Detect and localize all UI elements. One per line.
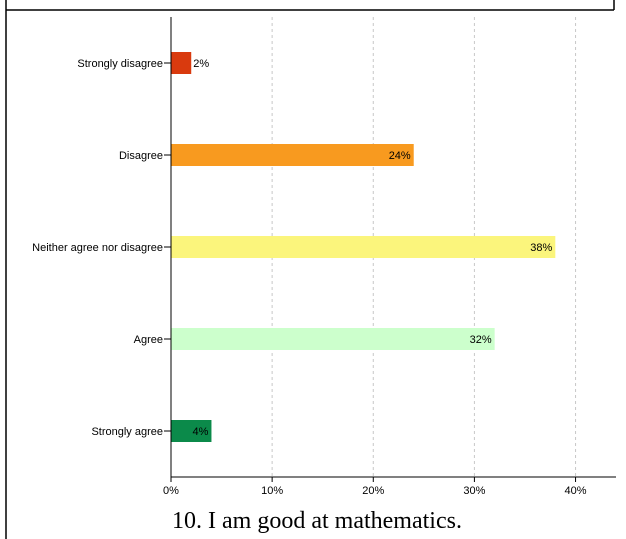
bar-value-label-0: 2%	[193, 58, 209, 70]
chart-caption: 10. I am good at mathematics.	[172, 508, 462, 534]
bar-value-label-1: 24%	[389, 150, 411, 162]
bar-value-label-4: 4%	[193, 426, 209, 438]
y-tick-label-3: Agree	[134, 334, 163, 346]
bar-value-label-3: 32%	[470, 334, 492, 346]
y-tick-label-0: Strongly disagree	[77, 58, 163, 70]
x-tick-label-10: 10%	[261, 485, 283, 497]
x-tick-label-20: 20%	[362, 485, 384, 497]
y-tick-label-2: Neither agree nor disagree	[32, 242, 163, 254]
bar-3	[171, 328, 495, 350]
bar-4	[171, 420, 212, 442]
bar-2	[171, 236, 556, 258]
bar-1	[171, 144, 414, 166]
bar-value-label-2: 38%	[530, 242, 552, 254]
x-tick-label-0: 0%	[163, 485, 179, 497]
bar-0	[171, 52, 192, 74]
y-tick-label-4: Strongly agree	[91, 426, 163, 438]
x-tick-label-40: 40%	[565, 485, 587, 497]
y-tick-label-1: Disagree	[119, 150, 163, 162]
x-tick-label-30: 30%	[463, 485, 485, 497]
bars: 2% 24% 38% 32% 4%	[171, 52, 556, 442]
axes: Strongly disagree Disagree Neither agree n…	[32, 17, 616, 497]
